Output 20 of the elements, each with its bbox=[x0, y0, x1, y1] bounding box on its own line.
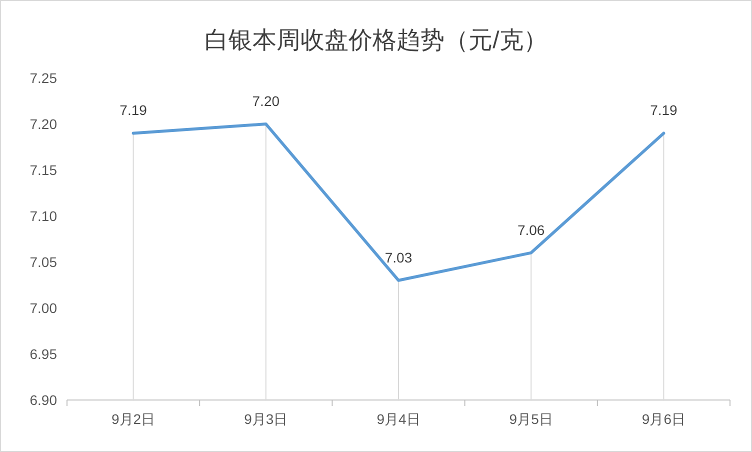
y-tick-label: 7.25 bbox=[30, 70, 58, 86]
y-tick-label: 7.05 bbox=[30, 254, 58, 270]
x-tick-label: 9月4日 bbox=[376, 411, 420, 427]
x-tick-label: 9月2日 bbox=[112, 411, 156, 427]
data-label: 7.19 bbox=[120, 102, 148, 118]
y-tick-label: 6.90 bbox=[30, 392, 58, 408]
x-tick-label: 9月3日 bbox=[244, 411, 288, 427]
data-label: 7.03 bbox=[384, 249, 412, 266]
data-label: 7.06 bbox=[517, 222, 545, 238]
x-tick-label: 9月5日 bbox=[509, 411, 553, 427]
line-series bbox=[132, 122, 666, 282]
y-tick-label: 7.00 bbox=[30, 300, 58, 316]
y-tick-label: 7.15 bbox=[30, 162, 58, 178]
title: 白银本周收盘价格趋势（元/克） bbox=[204, 27, 548, 54]
data-label: 7.19 bbox=[650, 102, 678, 118]
y-tick-label: 6.95 bbox=[30, 346, 58, 362]
data-label: 7.20 bbox=[252, 93, 280, 109]
x-tick-label: 9月6日 bbox=[642, 411, 686, 427]
y-tick-label: 7.10 bbox=[30, 208, 58, 224]
y-tick-label: 7.20 bbox=[30, 116, 58, 132]
